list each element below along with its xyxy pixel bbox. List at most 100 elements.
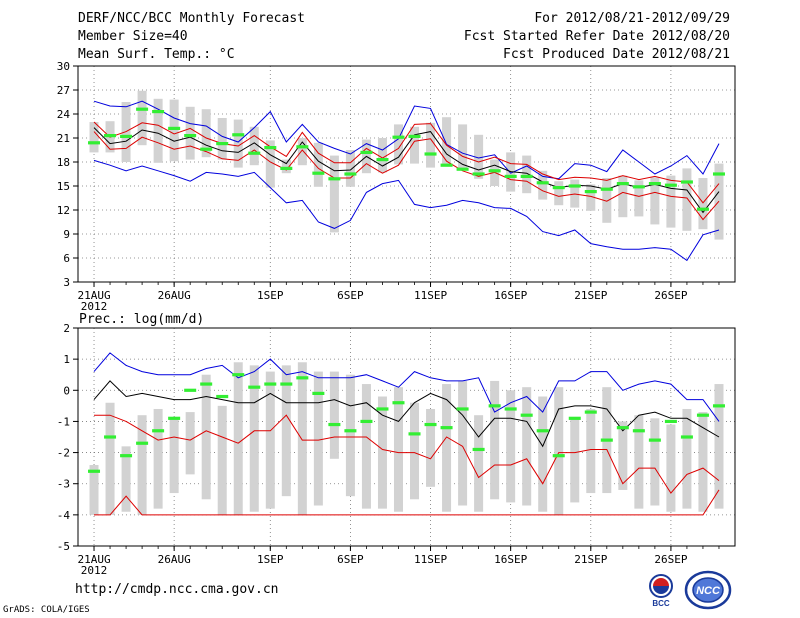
ensemble-box (297, 138, 307, 166)
observed-marker (232, 133, 245, 137)
ensemble-box (602, 178, 612, 223)
ensemble-box (554, 181, 564, 206)
ensemble-box (169, 99, 179, 162)
ensemble-box (201, 109, 211, 158)
observed-marker (328, 177, 341, 181)
ensemble-box (249, 365, 259, 512)
observed-marker (296, 145, 309, 149)
member-size: Member Size=40 (78, 29, 188, 44)
observed-marker (456, 167, 469, 171)
ensemble-box (89, 122, 99, 153)
observed-marker (312, 171, 325, 175)
fcst-produced-date: Fcst Produced Date 2012/08/21 (503, 47, 730, 62)
source-url[interactable]: http://cmdp.ncc.cma.gov.cn (75, 582, 279, 597)
ensemble-box (121, 446, 131, 512)
observed-marker (344, 429, 357, 433)
forecast-period: For 2012/08/21-2012/09/29 (534, 11, 730, 26)
observed-marker (136, 107, 149, 111)
x-tick-label: 1SEP (257, 289, 284, 302)
ensemble-box (714, 384, 724, 509)
ensemble-box (281, 159, 291, 174)
observed-marker (696, 413, 709, 417)
observed-marker (120, 134, 133, 138)
y-tick-label: 12 (57, 204, 70, 217)
ensemble-box (201, 374, 211, 500)
ensemble-box (313, 371, 323, 506)
observed-marker (520, 413, 533, 417)
ensemble-box (249, 126, 259, 166)
y-tick-label: 1 (63, 353, 70, 366)
observed-marker (584, 190, 597, 194)
x-tick-label: 21AUG (77, 289, 110, 302)
ensemble-box (410, 402, 420, 500)
observed-marker (216, 142, 229, 146)
ensemble-box (442, 384, 452, 512)
x-tick-label: 21SEP (574, 553, 607, 566)
observed-marker (424, 422, 437, 427)
ensemble-box (265, 140, 275, 188)
ensemble-box (458, 124, 468, 170)
x-year-label: 2012 (81, 300, 108, 313)
observed-marker (376, 407, 389, 411)
observed-marker (280, 382, 293, 386)
observed-marker (472, 447, 485, 452)
ensemble-box (538, 170, 548, 200)
observed-marker (648, 438, 661, 442)
y-tick-label: 6 (63, 252, 70, 265)
x-tick-label: 11SEP (414, 289, 447, 302)
observed-marker (680, 180, 693, 184)
ensemble-box (377, 138, 387, 173)
x-tick-label: 6SEP (337, 289, 364, 302)
observed-marker (440, 426, 453, 430)
y-tick-label: -5 (57, 540, 70, 553)
ensemble-box (682, 168, 692, 231)
observed-marker (200, 147, 213, 151)
x-tick-label: 21AUG (77, 553, 110, 566)
observed-marker (88, 141, 101, 145)
observed-marker (104, 134, 117, 138)
ensemble-box (426, 408, 436, 487)
ensemble-box (137, 90, 147, 146)
series-line-lower (94, 414, 720, 494)
ensemble-box (185, 106, 195, 160)
y-tick-label: 15 (57, 180, 70, 193)
y-tick-label: 21 (57, 132, 70, 145)
ensemble-box (105, 402, 115, 515)
x-tick-label: 1SEP (257, 553, 284, 566)
y-tick-label: -2 (57, 447, 70, 460)
observed-marker (664, 419, 677, 424)
observed-marker (584, 410, 597, 414)
ensemble-box (410, 126, 420, 164)
ensemble-box (329, 371, 339, 459)
ensemble-box (618, 421, 628, 490)
observed-marker (168, 126, 181, 130)
observed-marker (632, 185, 645, 189)
x-tick-label: 26AUG (158, 553, 191, 566)
ensemble-box (377, 396, 387, 509)
observed-marker (616, 182, 629, 186)
observed-marker (488, 169, 501, 173)
x-tick-label: 26SEP (654, 553, 687, 566)
y-tick-label: 30 (57, 60, 70, 73)
grads-credit: GrADS: COLA/IGES (3, 605, 90, 615)
observed-marker (456, 407, 469, 411)
ensemble-box (137, 415, 147, 515)
ensemble-box (313, 142, 323, 187)
observed-marker (328, 422, 341, 427)
ensemble-box (233, 362, 243, 515)
ensemble-box (169, 418, 179, 494)
ensemble-box (442, 117, 452, 166)
x-tick-label: 26AUG (158, 289, 191, 302)
observed-marker (648, 182, 661, 186)
series-line-mean (93, 380, 720, 448)
ensemble-box (345, 150, 355, 187)
observed-marker (408, 134, 421, 138)
observed-marker (424, 152, 437, 156)
bcc-logo-icon: BCC (649, 574, 673, 608)
x-tick-label: 11SEP (414, 553, 447, 566)
observed-marker (248, 151, 261, 155)
ensemble-box (233, 119, 243, 168)
observed-marker (88, 469, 101, 473)
observed-marker (600, 187, 613, 191)
observed-marker (440, 163, 453, 167)
